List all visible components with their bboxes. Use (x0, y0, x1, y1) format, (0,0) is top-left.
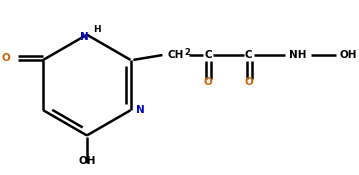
Text: O: O (244, 77, 253, 87)
Text: N: N (136, 105, 145, 115)
Text: OH: OH (78, 156, 95, 166)
Text: O: O (204, 77, 213, 87)
Text: C: C (245, 50, 252, 60)
Text: NH: NH (289, 50, 307, 60)
Text: OH: OH (340, 50, 357, 60)
Text: O: O (1, 53, 10, 63)
Text: H: H (93, 25, 101, 34)
Text: N: N (80, 32, 88, 42)
Text: CH: CH (167, 50, 184, 60)
Text: 2: 2 (185, 48, 191, 57)
Text: C: C (204, 50, 212, 60)
